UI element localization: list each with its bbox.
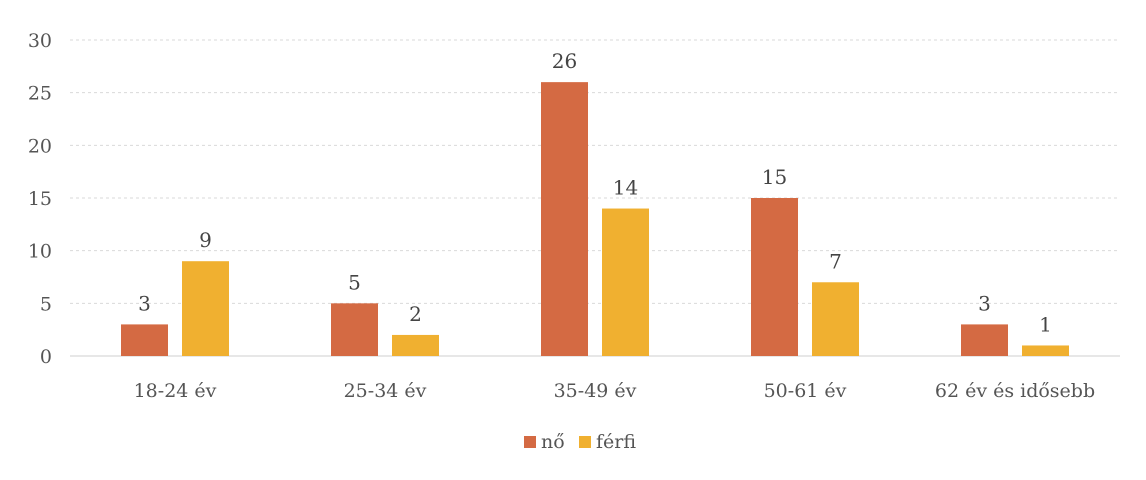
gridlines xyxy=(70,39,1120,357)
data-labels: 3 9 5 2 26 14 15 7 3 1 xyxy=(138,49,1052,336)
data-label: 7 xyxy=(829,249,842,273)
x-tick-label: 50-61 év xyxy=(764,380,847,402)
data-label: 5 xyxy=(348,270,361,294)
data-label: 14 xyxy=(613,176,638,200)
x-axis-labels: 18-24 év 25-34 év 35-49 év 50-61 év 62 év és… xyxy=(134,380,1096,402)
x-tick-label: 35-49 év xyxy=(554,380,637,402)
x-tick-label: 18-24 év xyxy=(134,380,217,402)
y-tick-label: 25 xyxy=(28,83,52,105)
bar-no xyxy=(751,198,798,356)
bars xyxy=(121,82,1069,356)
y-tick-label: 15 xyxy=(28,188,52,210)
bar-ferfi xyxy=(602,208,649,356)
bar-no xyxy=(121,324,168,356)
x-tick-label: 25-34 év xyxy=(344,380,427,402)
bar-no xyxy=(541,82,588,356)
data-label: 3 xyxy=(978,291,991,315)
legend-swatch xyxy=(524,436,536,448)
y-axis-ticks: 0 5 10 15 20 25 30 xyxy=(28,30,52,368)
legend-label: nő xyxy=(541,431,565,453)
data-label: 3 xyxy=(138,291,151,315)
data-label: 2 xyxy=(409,302,422,326)
y-tick-label: 5 xyxy=(40,293,52,315)
y-tick-label: 10 xyxy=(28,241,52,263)
y-tick-label: 0 xyxy=(40,346,52,368)
bar-ferfi xyxy=(812,282,859,356)
data-label: 26 xyxy=(552,49,577,73)
y-tick-label: 30 xyxy=(28,30,52,52)
data-label: 15 xyxy=(762,165,787,189)
bar-no xyxy=(331,303,378,356)
x-tick-label: 62 év és idősebb xyxy=(935,380,1095,402)
data-label: 9 xyxy=(199,228,212,252)
data-label: 1 xyxy=(1039,312,1052,336)
y-tick-label: 20 xyxy=(28,135,52,157)
bar-ferfi xyxy=(392,334,439,356)
bar-ferfi xyxy=(1022,345,1069,356)
legend: nő férfi xyxy=(524,431,636,453)
legend-swatch xyxy=(579,436,591,448)
legend-label: férfi xyxy=(596,431,636,453)
bar-ferfi xyxy=(182,261,229,356)
bar-no xyxy=(961,324,1008,356)
